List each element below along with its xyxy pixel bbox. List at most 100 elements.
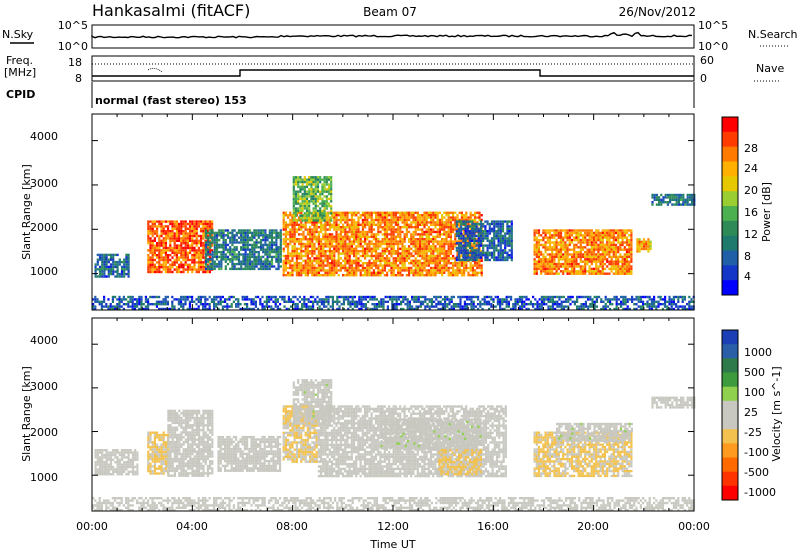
power-cell-9-4846 xyxy=(213,295,216,299)
power-cell-4-3195 xyxy=(297,180,300,184)
power-cell-2-866 xyxy=(235,255,238,259)
power-cell-3-2895 xyxy=(454,242,457,246)
power-cell-1-416 xyxy=(182,220,185,223)
power-cell-3-1750 xyxy=(342,230,345,234)
power-cell-1-246 xyxy=(160,251,163,254)
power-cell-3-1249 xyxy=(291,254,294,258)
power-cell-3-2193 xyxy=(386,228,389,231)
power-cell-1-269 xyxy=(162,266,165,269)
power-cell-3-1314 xyxy=(298,262,301,265)
power-cell-3-1851 xyxy=(350,252,353,255)
power-cell-7-4556 xyxy=(649,240,652,243)
power-cell-9-4722 xyxy=(138,300,141,303)
power-cell-1-321 xyxy=(169,266,172,269)
power-cell-3-2360 xyxy=(401,257,404,260)
power-cell-3-2761 xyxy=(441,242,444,246)
power-cell-2-962 xyxy=(251,248,254,251)
power-cell-3-1755 xyxy=(342,245,345,248)
power-cell-9-4820 xyxy=(197,300,200,303)
power-cell-2-713 xyxy=(209,267,212,271)
power-cell-3-2887 xyxy=(454,221,457,224)
noise-right-label: N.Search xyxy=(748,28,798,41)
power-cell-6-4311 xyxy=(601,265,604,268)
power-cell-6-4244 xyxy=(592,272,596,275)
power-cell-6-4489 xyxy=(625,270,629,273)
power-cell-3-1446 xyxy=(311,266,314,270)
power-cell-3-1825 xyxy=(348,252,351,255)
power-cell-3-2641 xyxy=(430,223,433,226)
power-cell-1-300 xyxy=(167,254,170,257)
power-cell-3-1575 xyxy=(324,245,327,248)
power-cell-6-4232 xyxy=(592,238,596,242)
power-cell-3-1481 xyxy=(315,230,318,234)
power-cell-1-339 xyxy=(171,266,174,269)
power-cell-6-4513 xyxy=(630,243,633,247)
power-cell-8-4583 xyxy=(664,196,667,199)
power-cell-2-1101 xyxy=(273,236,276,239)
power-cell-4-3270 xyxy=(305,219,309,222)
power-cell-6-4302 xyxy=(601,243,604,247)
power-cell-3-2436 xyxy=(410,235,413,238)
power-cell-1-460 xyxy=(186,239,189,242)
power-cell-3-2534 xyxy=(419,262,422,265)
power-cell-6-4287 xyxy=(599,248,602,251)
power-cell-1-595 xyxy=(202,256,205,259)
power-cell-9-4803 xyxy=(186,307,189,311)
power-cell-1-176 xyxy=(151,256,154,259)
power-cell-1-386 xyxy=(178,239,181,242)
power-cell-6-3914 xyxy=(548,243,552,247)
power-cell-3-2429 xyxy=(410,211,413,214)
power-cell-3-2371 xyxy=(403,221,406,224)
power-cell-9-4771 xyxy=(166,303,169,306)
power-cell-1-186 xyxy=(153,230,156,233)
power-cell-3-1779 xyxy=(344,252,347,255)
power-cell-5-3468 xyxy=(460,222,463,226)
power-cell-5-3547 xyxy=(471,249,474,252)
power-cell-6-4296 xyxy=(601,229,604,232)
power-cell-3-2790 xyxy=(443,259,446,262)
power-cell-6-4036 xyxy=(564,270,567,273)
power-cell-2-748 xyxy=(215,246,219,249)
power-cell-3-1666 xyxy=(333,250,336,253)
power-cell-5-3592 xyxy=(479,220,483,223)
power-cell-3-2522 xyxy=(419,228,422,231)
power-cell-0-84 xyxy=(116,270,119,273)
power-cell-1-378 xyxy=(175,270,178,274)
power-cell-2-802 xyxy=(224,253,227,256)
power-cell-3-2060 xyxy=(372,228,375,231)
power-cell-5-3678 xyxy=(493,244,496,247)
power-cell-9-4915 xyxy=(254,300,257,303)
power-cell-3-1435 xyxy=(311,238,314,241)
power-cell-3-1510 xyxy=(317,257,320,260)
power-cell-3-1163 xyxy=(282,247,285,250)
power-cell-6-4166 xyxy=(584,236,587,239)
power-cell-5-3679 xyxy=(493,246,496,250)
power-cell-5-3770 xyxy=(508,220,511,223)
power-cell-4-3206 xyxy=(297,219,300,222)
power-cell-3-2285 xyxy=(394,228,397,231)
power-cell-3-1264 xyxy=(293,230,296,234)
power-cell-3-2673 xyxy=(432,250,435,253)
power-cell-9-4878 xyxy=(230,295,233,299)
power-cell-5-3657 xyxy=(490,222,494,226)
power-cell-3-1784 xyxy=(344,264,347,267)
power-cell-6-4524 xyxy=(630,272,633,275)
power-cell-6-4320 xyxy=(603,246,607,249)
power-cell-1-169 xyxy=(151,239,154,242)
power-cell-3-3029 xyxy=(469,214,472,217)
power-cell-8-4600 xyxy=(673,203,676,206)
power-cell-6-4496 xyxy=(628,246,631,249)
power-cell-3-2527 xyxy=(419,242,422,246)
power-cell-7-4554 xyxy=(647,247,650,251)
power-cell-1-127 xyxy=(147,227,150,230)
power-cell-3-2504 xyxy=(416,242,419,246)
power-cell-3-2966 xyxy=(463,218,466,222)
power-cell-9-4886 xyxy=(237,298,240,301)
power-cell-3-1787 xyxy=(344,274,347,277)
power-cell-4-3323 xyxy=(314,185,317,189)
power-cell-1-620 xyxy=(206,220,209,223)
power-cell-3-2618 xyxy=(427,228,430,231)
power-cell-3-1270 xyxy=(293,245,296,248)
power-cell-1-415 xyxy=(180,270,183,274)
power-cell-1-581 xyxy=(202,220,205,223)
